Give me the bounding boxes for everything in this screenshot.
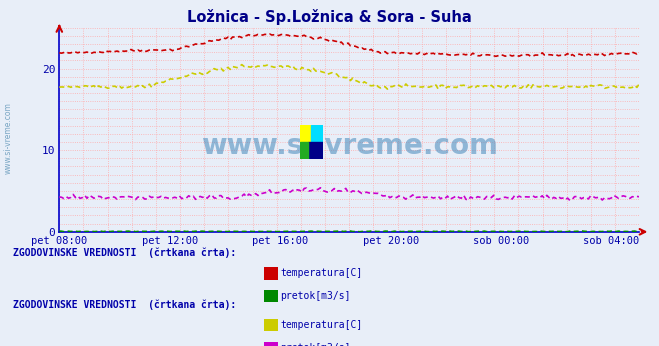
Text: ZGODOVINSKE VREDNOSTI  (črtkana črta):: ZGODOVINSKE VREDNOSTI (črtkana črta):: [13, 247, 237, 258]
Bar: [300, 125, 312, 142]
Bar: [300, 142, 308, 159]
Text: temperatura[C]: temperatura[C]: [280, 320, 362, 330]
Text: Ložnica - Sp.Ložnica & Sora - Suha: Ložnica - Sp.Ložnica & Sora - Suha: [187, 9, 472, 25]
Text: pretok[m3/s]: pretok[m3/s]: [280, 343, 351, 346]
Text: www.si-vreme.com: www.si-vreme.com: [201, 132, 498, 160]
Text: pretok[m3/s]: pretok[m3/s]: [280, 291, 351, 301]
Text: www.si-vreme.com: www.si-vreme.com: [4, 102, 13, 174]
Bar: [312, 125, 323, 142]
Bar: [308, 142, 323, 159]
Text: ZGODOVINSKE VREDNOSTI  (črtkana črta):: ZGODOVINSKE VREDNOSTI (črtkana črta):: [13, 299, 237, 310]
Text: temperatura[C]: temperatura[C]: [280, 268, 362, 278]
